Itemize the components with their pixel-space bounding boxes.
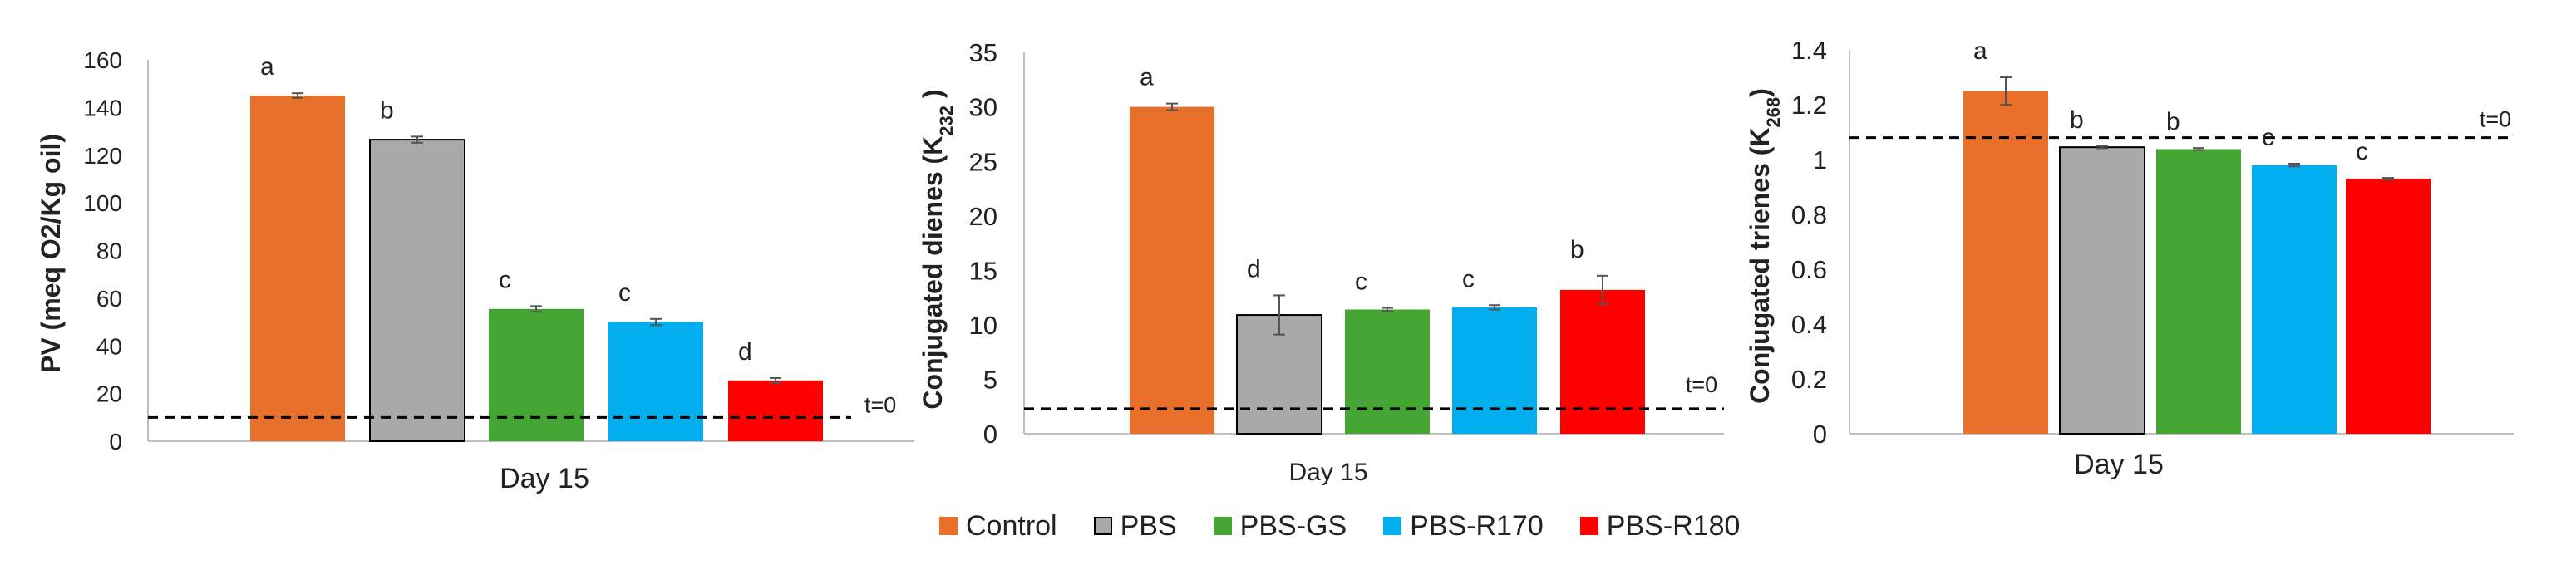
y-tick-label: 100	[83, 190, 122, 216]
bar-pbs-r180	[1560, 289, 1645, 434]
significance-letter: c	[1462, 265, 1475, 292]
y-tick-label: 1.2	[1791, 91, 1827, 120]
y-axis-label-end: )	[918, 89, 948, 106]
legend-item-pbs: PBS	[1093, 509, 1177, 543]
bar-pbs-gs	[1345, 309, 1430, 434]
chart-conjugated-trienes: Conjugated trienes (K268) 0 0.2 0.4 0.6 0.8 1…	[1745, 36, 2514, 480]
significance-letter: b	[380, 96, 394, 124]
legend-item-pbs-gs: PBS-GS	[1213, 509, 1347, 543]
legend-swatch-control	[939, 517, 958, 535]
legend-item-pbs-r180: PBS-R180	[1579, 509, 1741, 543]
legend-item-control: Control	[939, 510, 1057, 543]
significance-letter: a	[1973, 37, 1987, 65]
legend-swatch-pbs	[1093, 517, 1112, 535]
y-axis-label-sub: 232	[936, 106, 957, 136]
y-tick-label: 5	[983, 366, 997, 395]
y-tick-label: 160	[83, 47, 122, 73]
significance-letter: d	[738, 338, 752, 366]
y-axis-label: PV (meq O2/Kg oil)	[36, 134, 66, 373]
legend-label-pbs-gs: PBS-GS	[1239, 509, 1347, 542]
y-tick-label: 0	[1813, 420, 1827, 449]
significance-letter: a	[1140, 64, 1154, 91]
significance-letter: b	[2070, 106, 2084, 134]
reference-line-label: t=0	[1686, 372, 1717, 397]
y-tick-label: 35	[969, 38, 997, 67]
y-tick-label: 0.6	[1791, 255, 1827, 284]
y-tick-label: 1	[1813, 145, 1827, 174]
reference-line-label: t=0	[864, 392, 896, 417]
reference-line-label: t=0	[2480, 107, 2511, 132]
y-tick-label: 25	[969, 147, 997, 176]
significance-letter: c	[2356, 138, 2368, 165]
y-tick-label: 0.8	[1791, 200, 1827, 229]
y-tick-label: 20	[969, 202, 997, 231]
legend-swatch-pbs-r180	[1579, 517, 1598, 535]
y-tick-label: 0.2	[1791, 365, 1827, 394]
bar-pbs-r180	[2346, 179, 2431, 434]
y-tick-label: 10	[969, 311, 997, 340]
significance-letter: d	[1247, 255, 1261, 283]
y-axis-label: Conjugated trienes (K268)	[1745, 88, 1784, 404]
significance-letter: c	[499, 266, 511, 293]
y-tick-label: 140	[83, 95, 122, 120]
legend: Control PBS PBS-GS PBS-R170 PBS-R180	[939, 505, 1740, 547]
y-tick-label: 0	[983, 420, 997, 449]
plot-area: 0 20 40 60 80 100 120 140 160 a b c c d t=0	[83, 47, 914, 455]
significance-letter: b	[2166, 108, 2180, 135]
y-tick-label: 0	[109, 429, 122, 455]
y-axis-label-sub: 268	[1763, 97, 1784, 128]
significance-letter: a	[260, 53, 274, 81]
bar-pbs	[2059, 146, 2145, 435]
bar-pbs-r170	[1452, 307, 1537, 434]
legend-swatch-pbs-gs	[1213, 517, 1232, 535]
y-tick-label: 120	[83, 143, 122, 169]
legend-label-pbs-r180: PBS-R180	[1606, 509, 1741, 542]
y-tick-label: 0.4	[1791, 310, 1827, 339]
bar-pbs-gs	[489, 308, 584, 441]
y-tick-label: 80	[96, 238, 122, 264]
significance-letter: c	[1355, 268, 1367, 296]
x-axis-label: Day 15	[1288, 459, 1367, 486]
bar-pbs-r180	[728, 380, 823, 441]
y-tick-label: 60	[96, 286, 122, 312]
bar-control	[1963, 91, 2048, 434]
y-tick-label: 1.4	[1791, 36, 1827, 65]
y-axis-label-main: Conjugated trienes (K	[1745, 127, 1775, 403]
significance-letter: b	[1570, 236, 1584, 263]
legend-swatch-pbs-r170	[1383, 517, 1402, 535]
y-tick-label: 30	[969, 93, 997, 122]
chart-conjugated-dienes: Conjugated dienes (K232 ) 0 5 10 15 20 25 30 35…	[918, 38, 1724, 486]
x-axis-label: Day 15	[500, 463, 589, 494]
legend-label-pbs: PBS	[1120, 509, 1177, 542]
bar-control	[1130, 106, 1214, 435]
y-axis-label: Conjugated dienes (K232 )	[918, 89, 957, 409]
y-tick-label: 40	[96, 333, 122, 359]
bar-pbs-r170	[608, 322, 703, 441]
y-axis-label-end: )	[1745, 88, 1775, 97]
bar-pbs-gs	[2156, 149, 2241, 434]
y-tick-label: 15	[969, 256, 997, 285]
chart-peroxide-value: PV (meq O2/Kg oil) 0 20 40 60 80 100 120 140 160…	[36, 47, 914, 494]
y-tick-label: 20	[96, 381, 122, 407]
plot-area: 0 5 10 15 20 25 30 35 a d c c b t=0	[969, 38, 1724, 449]
legend-item-pbs-r170: PBS-R170	[1383, 510, 1544, 543]
bar-pbs	[369, 139, 465, 442]
bar-pbs-r170	[2252, 165, 2337, 434]
legend-label-control: Control	[966, 509, 1057, 542]
significance-letter: c	[618, 279, 631, 307]
bar-control	[250, 96, 345, 441]
y-axis-label-main: Conjugated dienes (K	[918, 136, 948, 410]
x-axis-label: Day 15	[2074, 449, 2164, 480]
legend-label-pbs-r170: PBS-R170	[1410, 509, 1544, 542]
